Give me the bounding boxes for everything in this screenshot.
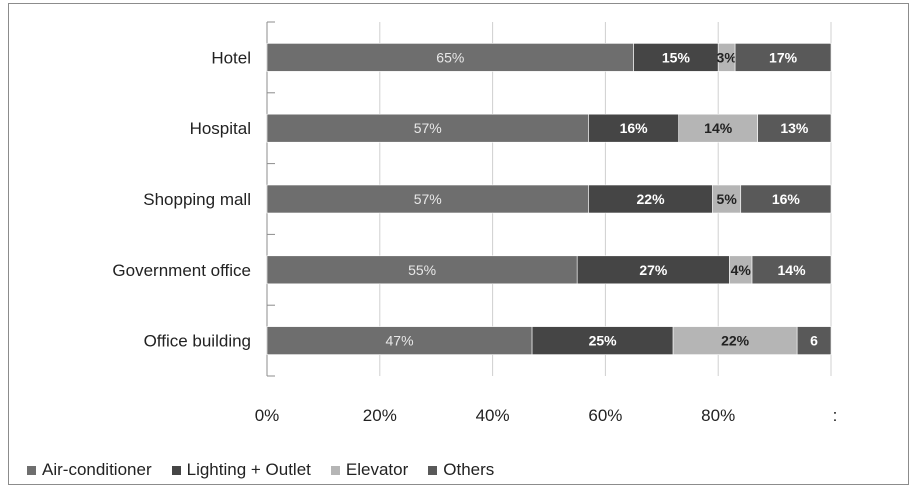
data-label: 16% [620,120,649,136]
bar-segment [588,113,680,143]
legend-swatch [428,465,438,475]
legend-item: Air-conditioner [27,460,152,480]
category-label: Shopping mall [143,190,251,209]
data-label: 57% [414,191,442,207]
bar-segment [751,255,832,285]
stacked-bar-chart: Hotel 65% 15% 3% 17%Hospital 57% 16% 14% 13%Shop… [112,21,838,425]
chart-frame: Hotel 65% 15% 3% 17% Hospital 57% 16% 14% 13% Shop… [8,3,909,485]
data-label: 65% [436,49,464,65]
data-label: 22% [637,191,666,207]
bar-segment [740,184,832,214]
legend-swatch [27,465,36,475]
bar-segment [734,43,832,72]
category-label: Government office [112,261,251,280]
data-label: 27% [639,262,668,278]
x-tick-label: 20% [363,406,397,425]
x-tick-label: 40% [476,406,510,425]
category-label: Hotel [211,48,251,67]
bar-segment [266,326,533,355]
x-tick-label: : [833,406,838,425]
x-tick-label: 80% [701,406,735,425]
legend-swatch [171,465,181,475]
data-label: 55% [408,262,436,278]
bar-segment [266,184,589,214]
data-label: 15% [662,49,691,65]
legend-label: Air-conditioner [42,460,152,479]
bar-segment [712,184,742,214]
legend-item: Elevator [330,460,409,480]
data-label: 22% [721,333,750,349]
data-label: 57% [414,120,442,136]
bar-segment [678,113,758,143]
data-label: 13% [780,120,809,136]
legend-label: Lighting + Outlet [186,460,311,479]
legend-item: Lighting + Outlet [171,460,311,480]
bar-segment [588,184,713,214]
legend-label: Elevator [345,460,409,479]
data-label: 14% [704,120,733,136]
data-label: 14% [778,262,807,278]
data-label: 6 [810,333,818,349]
bar-segment [266,43,634,72]
data-label: 3% [717,49,738,65]
bar-segment [633,43,719,72]
data-label: 47% [386,333,414,349]
bar-segment [576,255,730,285]
bar-segment [266,113,589,143]
data-label: 17% [769,49,798,65]
category-label: Hospital [190,119,251,138]
legend: Air-conditioner Lighting + Outlet Elevator… [27,460,494,480]
legend-item: Others [428,460,494,480]
data-label: 5% [717,191,738,207]
bar-segment [757,113,832,143]
bar-segment [266,255,578,285]
x-tick-label: 0% [255,406,280,425]
data-label: 16% [772,191,801,207]
x-tick-label: 60% [588,406,622,425]
legend-swatch [330,465,340,475]
data-label: 25% [589,333,618,349]
category-label: Office building [144,332,251,351]
data-label: 4% [731,262,752,278]
legend-label: Others [443,460,495,479]
bar-segment [796,326,832,355]
